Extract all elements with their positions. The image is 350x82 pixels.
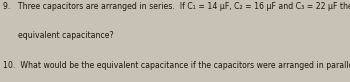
Text: equivalent capacitance?: equivalent capacitance? (3, 31, 113, 40)
Text: 10.  What would be the equivalent capacitance if the capacitors were arranged in: 10. What would be the equivalent capacit… (3, 62, 350, 71)
Text: 9.   Three capacitors are arranged in series.  If C₁ = 14 μF, C₂ = 16 μF and C₃ : 9. Three capacitors are arranged in seri… (3, 2, 350, 11)
